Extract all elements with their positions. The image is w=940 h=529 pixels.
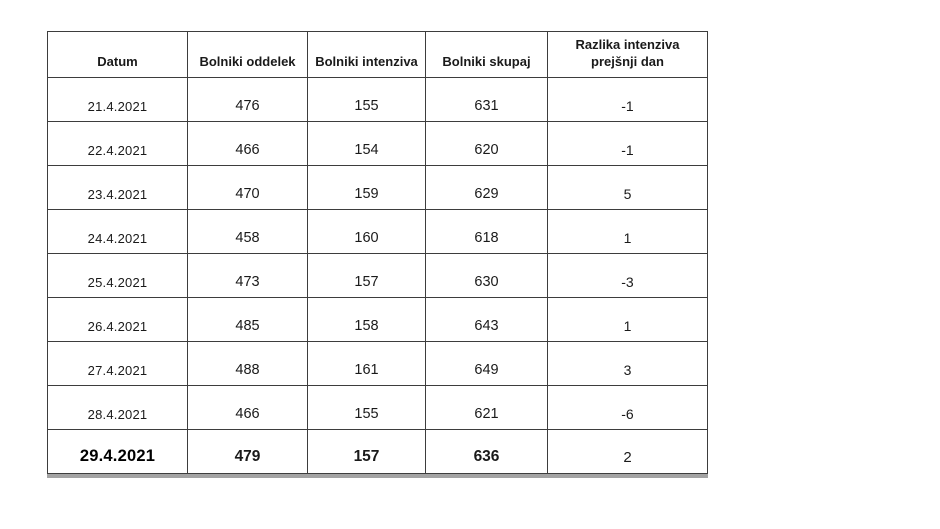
cell-datum: 27.4.2021	[47, 341, 188, 386]
cell-skupaj: 629	[425, 165, 548, 210]
cell-razlika: -1	[547, 77, 708, 122]
cell-razlika: 2	[547, 429, 708, 474]
cell-oddelek: 476	[187, 77, 308, 122]
cell-oddelek: 488	[187, 341, 308, 386]
table-row: 27.4.2021 488 161 649 3	[47, 341, 708, 386]
cell-skupaj: 630	[425, 253, 548, 298]
cell-oddelek: 479	[187, 429, 308, 474]
cell-skupaj: 631	[425, 77, 548, 122]
table-row-latest: 29.4.2021 479 157 636 2	[47, 429, 708, 474]
table-row: 24.4.2021 458 160 618 1	[47, 209, 708, 254]
table-row: 21.4.2021 476 155 631 -1	[47, 77, 708, 122]
cell-datum: 22.4.2021	[47, 121, 188, 166]
cell-skupaj: 636	[425, 429, 548, 474]
cell-oddelek: 466	[187, 385, 308, 430]
patients-table-container: Datum Bolniki oddelek Bolniki intenziva …	[47, 31, 708, 478]
column-header-oddelek: Bolniki oddelek	[187, 31, 308, 78]
cell-oddelek: 466	[187, 121, 308, 166]
cell-intenziva: 160	[307, 209, 426, 254]
table-row: 22.4.2021 466 154 620 -1	[47, 121, 708, 166]
cell-razlika: -6	[547, 385, 708, 430]
cell-intenziva: 157	[307, 429, 426, 474]
cell-datum: 26.4.2021	[47, 297, 188, 342]
cell-razlika: -3	[547, 253, 708, 298]
cell-intenziva: 159	[307, 165, 426, 210]
table-row: 28.4.2021 466 155 621 -6	[47, 385, 708, 430]
cell-razlika: 1	[547, 209, 708, 254]
cell-razlika: 5	[547, 165, 708, 210]
column-header-datum: Datum	[47, 31, 188, 78]
cell-skupaj: 621	[425, 385, 548, 430]
table-row: 26.4.2021 485 158 643 1	[47, 297, 708, 342]
cell-oddelek: 485	[187, 297, 308, 342]
column-header-intenziva: Bolniki intenziva	[307, 31, 426, 78]
cell-oddelek: 458	[187, 209, 308, 254]
header-row: Datum Bolniki oddelek Bolniki intenziva …	[47, 31, 708, 78]
cell-intenziva: 155	[307, 385, 426, 430]
cell-intenziva: 161	[307, 341, 426, 386]
cell-intenziva: 158	[307, 297, 426, 342]
cell-skupaj: 649	[425, 341, 548, 386]
cell-razlika: -1	[547, 121, 708, 166]
cell-razlika: 3	[547, 341, 708, 386]
table-row: 23.4.2021 470 159 629 5	[47, 165, 708, 210]
cell-skupaj: 643	[425, 297, 548, 342]
patients-table: Datum Bolniki oddelek Bolniki intenziva …	[47, 31, 708, 474]
cell-skupaj: 620	[425, 121, 548, 166]
table-row: 25.4.2021 473 157 630 -3	[47, 253, 708, 298]
cell-intenziva: 155	[307, 77, 426, 122]
cell-datum: 21.4.2021	[47, 77, 188, 122]
cell-datum: 28.4.2021	[47, 385, 188, 430]
cell-intenziva: 154	[307, 121, 426, 166]
cell-intenziva: 157	[307, 253, 426, 298]
cell-skupaj: 618	[425, 209, 548, 254]
cell-oddelek: 473	[187, 253, 308, 298]
cell-datum: 25.4.2021	[47, 253, 188, 298]
column-header-skupaj: Bolniki skupaj	[425, 31, 548, 78]
cell-oddelek: 470	[187, 165, 308, 210]
column-header-razlika: Razlika intenziva prejšnji dan	[547, 31, 708, 78]
cell-razlika: 1	[547, 297, 708, 342]
cell-datum: 23.4.2021	[47, 165, 188, 210]
cell-datum: 24.4.2021	[47, 209, 188, 254]
cell-datum: 29.4.2021	[47, 429, 188, 474]
